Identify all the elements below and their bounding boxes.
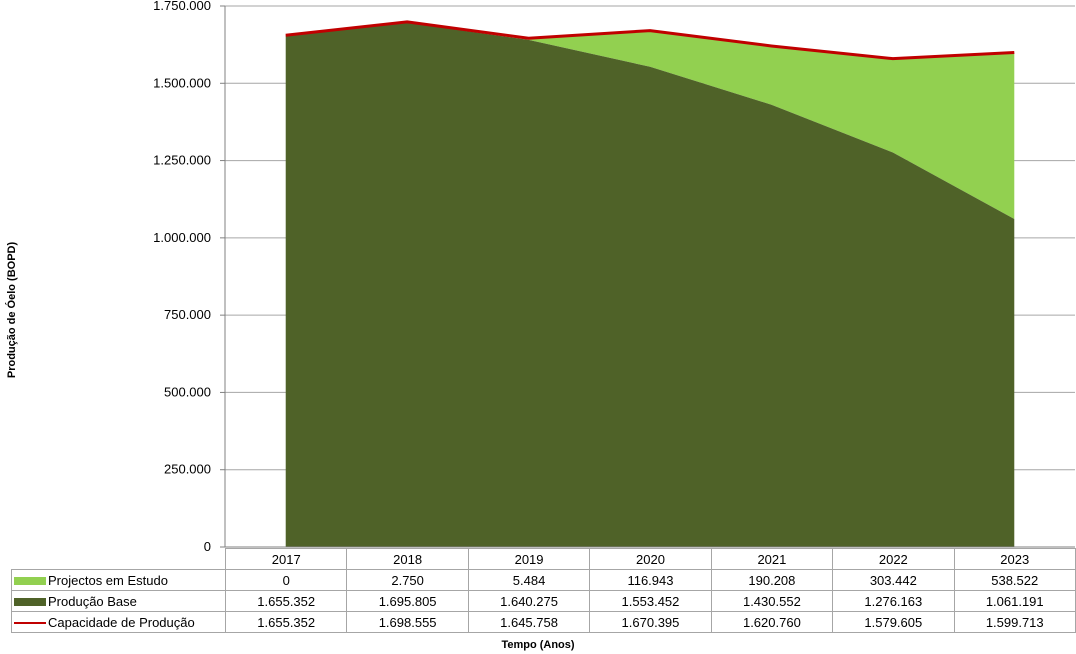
data-table: 2017 2018 2019 2020 2021 2022 2023 Projectos em…: [11, 548, 1076, 633]
y-tick-label: 0: [204, 539, 211, 554]
data-label: 1.553.452: [589, 590, 712, 612]
legend-label: Projectos em Estudo: [48, 572, 168, 588]
data-label: 1.276.163: [832, 590, 955, 612]
y-tick-label: 1.500.000: [153, 75, 211, 90]
data-label: 116.943: [589, 569, 712, 591]
area-projectos-em-estudo: [285, 21, 1015, 219]
data-label: 1.655.352: [224, 611, 348, 633]
data-label: 5.484: [467, 569, 591, 591]
legend-entry: Capacidade de Produção: [11, 611, 226, 633]
data-label: 190.208: [710, 569, 834, 591]
x-tick-label: 2023: [953, 548, 1076, 570]
y-tick-label: 250.000: [164, 462, 211, 477]
legend-label: Produção Base: [48, 593, 137, 609]
data-label: 1.579.605: [832, 611, 955, 633]
legend-swatch: [14, 622, 46, 625]
data-label: 2.750: [346, 569, 469, 591]
data-label: 538.522: [953, 569, 1076, 591]
area-producao-base: [285, 22, 1015, 547]
legend-swatch: [14, 598, 46, 607]
data-label: 1.430.552: [710, 590, 834, 612]
table-header-row: 2017 2018 2019 2020 2021 2022 2023: [11, 548, 1076, 570]
y-tick-label: 500.000: [164, 384, 211, 399]
data-label: 1.599.713: [953, 611, 1076, 633]
data-label: 1.655.352: [224, 590, 348, 612]
table-row: Capacidade de Produção 1.655.352 1.698.555…: [11, 611, 1076, 633]
data-label: 1.640.275: [467, 590, 591, 612]
data-label: 1.670.395: [589, 611, 712, 633]
legend-label: Capacidade de Produção: [48, 614, 195, 630]
x-tick-label: 2018: [346, 548, 469, 570]
data-label: 1.645.758: [467, 611, 591, 633]
table-row: Projectos em Estudo 0 2.750 5.484 116.943 190…: [11, 569, 1076, 591]
data-label: 303.442: [832, 569, 955, 591]
x-tick-label: 2019: [467, 548, 591, 570]
line-capacidade-de-producao: [285, 20, 1015, 61]
y-axis-label: Produção de Óelo (BOPD): [6, 241, 18, 379]
data-label: 1.698.555: [346, 611, 469, 633]
table-row: Produção Base 1.655.352 1.695.805 1.640.275…: [11, 590, 1076, 612]
legend-entry: Produção Base: [11, 590, 226, 612]
data-label: 1.695.805: [346, 590, 469, 612]
y-tick-label: 1.750.000: [153, 0, 211, 13]
legend-entry: Projectos em Estudo: [11, 569, 226, 591]
table-corner: [11, 548, 226, 570]
legend-swatch: [14, 577, 46, 586]
data-label: 1.620.760: [710, 611, 834, 633]
y-tick-label: 1.250.000: [153, 153, 211, 168]
y-tick-label: 750.000: [164, 307, 211, 322]
data-label: 0: [224, 569, 348, 591]
x-axis-label: Tempo (Anos): [501, 639, 575, 651]
x-tick-label: 2020: [589, 548, 712, 570]
x-tick-label: 2021: [710, 548, 834, 570]
y-tick-label: 1.000.000: [153, 230, 211, 245]
data-label: 1.061.191: [953, 590, 1076, 612]
x-tick-label: 2022: [832, 548, 955, 570]
x-tick-label: 2017: [224, 548, 348, 570]
